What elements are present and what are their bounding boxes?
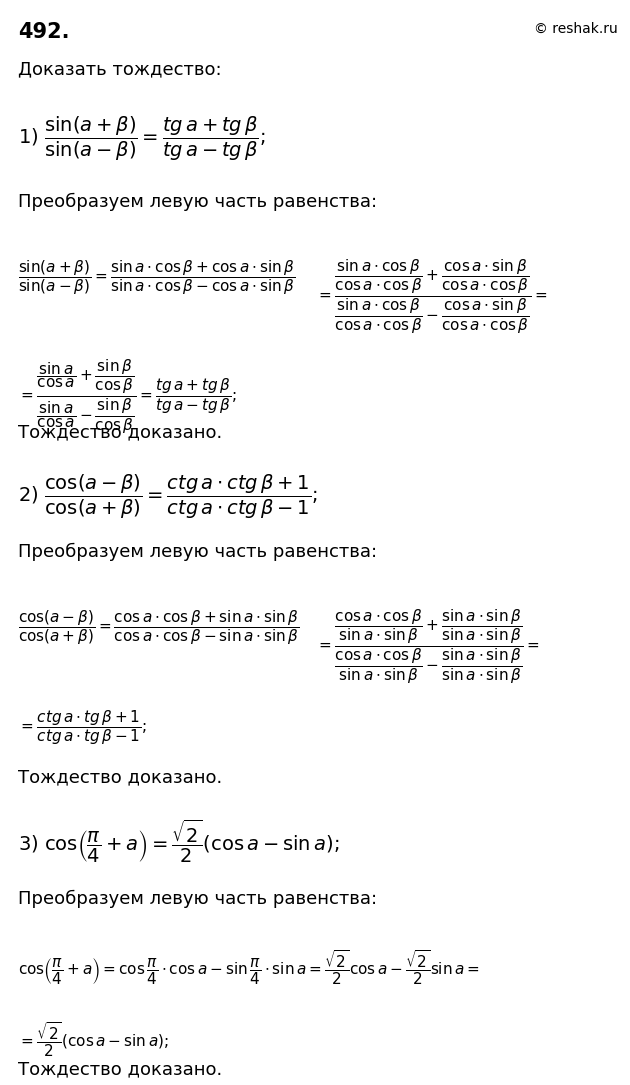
Text: 3) $\cos\!\left(\dfrac{\pi}{4}+a\right) = \dfrac{\sqrt{2}}{2}(\cos a - \sin a)$;: 3) $\cos\!\left(\dfrac{\pi}{4}+a\right) … bbox=[18, 818, 340, 865]
Text: Доказать тождество:: Доказать тождество: bbox=[18, 60, 222, 78]
Text: $= \dfrac{\dfrac{\sin a}{\cos a}+\dfrac{\sin\beta}{\cos\beta}}{\dfrac{\sin a}{\c: $= \dfrac{\dfrac{\sin a}{\cos a}+\dfrac{… bbox=[18, 358, 237, 436]
Text: Преобразуем левую часть равенства:: Преобразуем левую часть равенства: bbox=[18, 890, 377, 908]
Text: Тождество доказано.: Тождество доказано. bbox=[18, 1060, 222, 1078]
Text: $= \dfrac{ctg\,a\cdot tg\,\beta + 1}{ctg\,a\cdot tg\,\beta - 1}$;: $= \dfrac{ctg\,a\cdot tg\,\beta + 1}{ctg… bbox=[18, 709, 147, 746]
Text: 2) $\dfrac{\cos(a-\beta)}{\cos(a+\beta)} = \dfrac{ctg\,a\cdot ctg\,\beta + 1}{ct: 2) $\dfrac{\cos(a-\beta)}{\cos(a+\beta)}… bbox=[18, 473, 318, 521]
Text: 1) $\dfrac{\sin(a+\beta)}{\sin(a-\beta)} = \dfrac{tg\,a + tg\,\beta}{tg\,a - tg\: 1) $\dfrac{\sin(a+\beta)}{\sin(a-\beta)}… bbox=[18, 115, 265, 163]
Text: Преобразуем левую часть равенства:: Преобразуем левую часть равенства: bbox=[18, 542, 377, 561]
Text: $\dfrac{\cos(a-\beta)}{\cos(a+\beta)} = \dfrac{\cos a\cdot\cos\beta + \sin a\cdo: $\dfrac{\cos(a-\beta)}{\cos(a+\beta)} = … bbox=[18, 608, 299, 647]
Text: Тождество доказано.: Тождество доказано. bbox=[18, 423, 222, 441]
Text: Преобразуем левую часть равенства:: Преобразуем левую часть равенства: bbox=[18, 193, 377, 212]
Text: 492.: 492. bbox=[18, 22, 69, 42]
Text: $\cos\!\left(\dfrac{\pi}{4}+a\right) = \cos\dfrac{\pi}{4}\cdot\cos a - \sin\dfra: $\cos\!\left(\dfrac{\pi}{4}+a\right) = \… bbox=[18, 948, 480, 986]
Text: $= \dfrac{\dfrac{\cos a\cdot\cos\beta}{\sin a\cdot\sin\beta}+\dfrac{\sin a\cdot\: $= \dfrac{\dfrac{\cos a\cdot\cos\beta}{\… bbox=[316, 608, 540, 687]
Text: $= \dfrac{\sqrt{2}}{2}(\cos a - \sin a)$;: $= \dfrac{\sqrt{2}}{2}(\cos a - \sin a)$… bbox=[18, 1020, 169, 1059]
Text: © reshak.ru: © reshak.ru bbox=[534, 22, 618, 36]
Text: Тождество доказано.: Тождество доказано. bbox=[18, 768, 222, 786]
Text: $= \dfrac{\dfrac{\sin a\cdot\cos\beta}{\cos a\cdot\cos\beta}+\dfrac{\cos a\cdot\: $= \dfrac{\dfrac{\sin a\cdot\cos\beta}{\… bbox=[316, 258, 547, 336]
Text: $\dfrac{\sin(a+\beta)}{\sin(a-\beta)} = \dfrac{\sin a\cdot\cos\beta + \cos a\cdo: $\dfrac{\sin(a+\beta)}{\sin(a-\beta)} = … bbox=[18, 258, 295, 297]
